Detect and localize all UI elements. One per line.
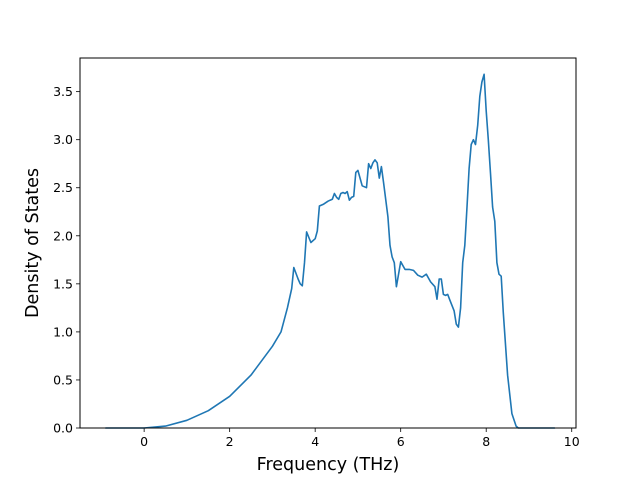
x-tick-label: 6 <box>397 434 405 449</box>
y-tick-label: 3.0 <box>53 132 73 147</box>
ticks-layer: 0 2 4 6 8 10 0.0 0.5 1.0 1.5 2.0 2.5 3.0 3.5 <box>53 84 580 449</box>
x-tick-label: 10 <box>564 434 580 449</box>
y-tick-label: 1.0 <box>53 324 73 339</box>
y-axis-title: Density of States <box>23 168 43 318</box>
y-tick-label: 0.5 <box>53 372 73 387</box>
y-tick-label: 1.5 <box>53 276 73 291</box>
y-tick-label: 2.5 <box>53 180 73 195</box>
plot-frame <box>79 57 577 429</box>
x-tick-label: 8 <box>482 434 490 449</box>
plot-layer <box>104 73 556 429</box>
y-tick-label: 0.0 <box>53 421 73 436</box>
x-tick-label: 0 <box>140 434 148 449</box>
x-tick-label: 4 <box>311 434 319 449</box>
y-tick-label: 3.5 <box>53 84 73 99</box>
dos-series-line <box>104 73 556 429</box>
x-axis-title: Frequency (THz) <box>257 455 400 475</box>
y-tick-label: 2.0 <box>53 228 73 243</box>
x-tick-label: 2 <box>226 434 234 449</box>
